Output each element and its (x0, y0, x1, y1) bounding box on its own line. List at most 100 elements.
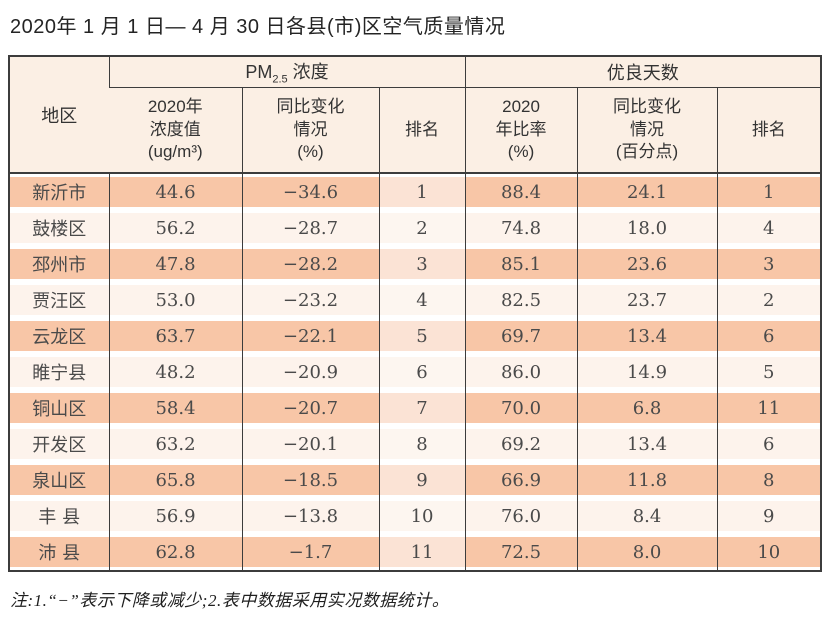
cell-value: 4 (717, 213, 821, 243)
cell-value: 63.7 (109, 321, 242, 351)
cell-days-change: 13.4 (576, 426, 718, 462)
cell-value: 82.5 (465, 285, 577, 315)
cell-value: 23.6 (577, 249, 717, 279)
cell-days-change: 13.4 (576, 318, 718, 354)
cell-value: 1 (717, 177, 821, 207)
pm25-label-subscript: 2.5 (272, 73, 288, 86)
cell-days-rank: 2 (716, 282, 822, 318)
table-row: 鼓楼区 56.2 −28.7 2 74.8 18.0 4 (9, 210, 822, 246)
cell-value: 63.2 (109, 429, 242, 459)
header-days-rate: 2020 年比率 (%) (464, 87, 578, 174)
cell-value: 4 (379, 285, 465, 315)
cell-days-change: 23.7 (576, 282, 718, 318)
cell-value: 74.8 (465, 213, 577, 243)
cell-pm-value: 53.0 (108, 282, 242, 318)
cell-value: 18.0 (577, 213, 717, 243)
cell-value: 3 (717, 249, 821, 279)
cell-region: 泉山区 (9, 462, 109, 498)
cell-pm-value: 62.8 (108, 534, 242, 571)
cell-value: 56.9 (109, 501, 242, 531)
cell-days-rate: 66.9 (464, 462, 578, 498)
cell-value: 云龙区 (10, 321, 109, 351)
cell-days-change: 14.9 (576, 354, 718, 390)
cell-region: 贾汪区 (9, 282, 109, 318)
cell-value: 85.1 (465, 249, 577, 279)
cell-value: 5 (717, 357, 821, 387)
cell-value: 72.5 (465, 537, 577, 567)
cell-value: 7 (379, 393, 465, 423)
cell-pm-rank: 1 (378, 173, 466, 210)
cell-region: 邳州市 (9, 246, 109, 282)
cell-value: 8.0 (577, 537, 717, 567)
cell-value: 76.0 (465, 501, 577, 531)
cell-days-rank: 6 (716, 318, 822, 354)
header-days-rank: 排名 (716, 87, 822, 174)
header-pm-rank: 排名 (378, 87, 466, 174)
cell-pm-value: 63.2 (108, 426, 242, 462)
cell-pm-value: 47.8 (108, 246, 242, 282)
cell-days-change: 6.8 (576, 390, 718, 426)
cell-value: 88.4 (465, 177, 577, 207)
cell-pm-rank: 5 (378, 318, 466, 354)
cell-region: 开发区 (9, 426, 109, 462)
cell-value: 6 (379, 357, 465, 387)
cell-days-change: 8.0 (576, 534, 718, 571)
cell-value: −28.2 (242, 249, 379, 279)
cell-pm-rank: 2 (378, 210, 466, 246)
table-row: 睢宁县 48.2 −20.9 6 86.0 14.9 5 (9, 354, 822, 390)
cell-days-rate: 69.7 (464, 318, 578, 354)
table-row: 贾汪区 53.0 −23.2 4 82.5 23.7 2 (9, 282, 822, 318)
cell-value: 9 (717, 501, 821, 531)
table-body: 新沂市 44.6 −34.6 1 88.4 24.1 1 鼓楼区 56.2 −28.7 2 74.8 1… (9, 173, 822, 571)
cell-value: 48.2 (109, 357, 242, 387)
cell-region: 新沂市 (9, 173, 109, 210)
cell-value: 47.8 (109, 249, 242, 279)
cell-days-rate: 85.1 (464, 246, 578, 282)
cell-value: 泉山区 (10, 465, 109, 495)
cell-pm-change: −28.2 (241, 246, 379, 282)
cell-value: 8 (717, 465, 821, 495)
cell-value: 14.9 (577, 357, 717, 387)
cell-pm-change: −22.1 (241, 318, 379, 354)
cell-value: 56.2 (109, 213, 242, 243)
cell-region: 云龙区 (9, 318, 109, 354)
cell-value: 2 (379, 213, 465, 243)
cell-value: 70.0 (465, 393, 577, 423)
cell-days-change: 23.6 (576, 246, 718, 282)
cell-days-rate: 72.5 (464, 534, 578, 571)
header-group-good-days: 优良天数 (464, 56, 822, 88)
cell-pm-rank: 7 (378, 390, 466, 426)
table-row: 开发区 63.2 −20.1 8 69.2 13.4 6 (9, 426, 822, 462)
cell-pm-value: 56.2 (108, 210, 242, 246)
cell-pm-rank: 8 (378, 426, 466, 462)
cell-value: −28.7 (242, 213, 379, 243)
cell-value: 新沂市 (10, 177, 109, 207)
cell-pm-change: −23.2 (241, 282, 379, 318)
cell-pm-rank: 3 (378, 246, 466, 282)
cell-value: 65.8 (109, 465, 242, 495)
cell-pm-change: −18.5 (241, 462, 379, 498)
header-pm-value: 2020年 浓度值 (ug/m³) (109, 87, 242, 174)
cell-pm-change: −20.9 (241, 354, 379, 390)
cell-value: −18.5 (242, 465, 379, 495)
cell-region: 睢宁县 (9, 354, 109, 390)
cell-pm-change: −20.1 (241, 426, 379, 462)
cell-value: 11.8 (577, 465, 717, 495)
cell-value: −34.6 (242, 177, 379, 207)
cell-value: 2 (717, 285, 821, 315)
cell-days-rate: 82.5 (464, 282, 578, 318)
cell-value: 69.7 (465, 321, 577, 351)
cell-pm-change: −1.7 (241, 534, 379, 571)
cell-value: 58.4 (109, 393, 242, 423)
cell-days-rank: 4 (716, 210, 822, 246)
pm25-label-suffix: 浓度 (287, 61, 329, 82)
cell-value: 44.6 (109, 177, 242, 207)
cell-value: 邳州市 (10, 249, 109, 279)
cell-value: 鼓楼区 (10, 213, 109, 243)
cell-pm-change: −13.8 (241, 498, 379, 534)
cell-value: 66.9 (465, 465, 577, 495)
cell-pm-rank: 11 (378, 534, 466, 571)
cell-value: −13.8 (242, 501, 379, 531)
cell-value: 11 (379, 537, 465, 567)
cell-value: 沛 县 (10, 537, 109, 567)
